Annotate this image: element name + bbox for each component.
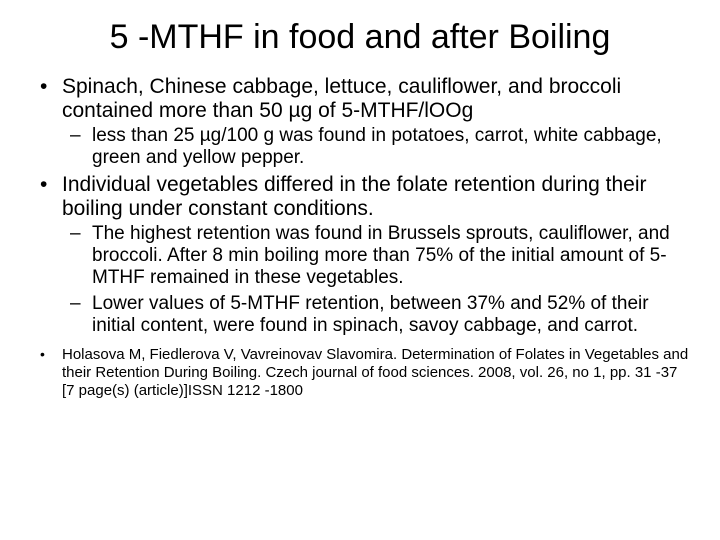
sub-bullet-list: The highest retention was found in Bruss… xyxy=(62,223,692,336)
sub-bullet-item: less than 25 µg/100 g was found in potat… xyxy=(92,125,692,169)
sub-bullet-text: Lower values of 5-MTHF retention, betwee… xyxy=(92,293,649,336)
bullet-item: Spinach, Chinese cabbage, lettuce, cauli… xyxy=(62,75,692,169)
slide-title: 5 -MTHF in food and after Boiling xyxy=(28,18,692,57)
sub-bullet-text: less than 25 µg/100 g was found in potat… xyxy=(92,125,662,168)
bullet-item: Individual vegetables differed in the fo… xyxy=(62,173,692,337)
bullet-text: Spinach, Chinese cabbage, lettuce, cauli… xyxy=(62,75,621,122)
sub-bullet-item: Lower values of 5-MTHF retention, betwee… xyxy=(92,293,692,337)
citation-text: Holasova M, Fiedlerova V, Vavreinovav Sl… xyxy=(62,346,688,399)
sub-bullet-item: The highest retention was found in Bruss… xyxy=(92,223,692,289)
bullet-list: Spinach, Chinese cabbage, lettuce, cauli… xyxy=(28,75,692,336)
citation-list: Holasova M, Fiedlerova V, Vavreinovav Sl… xyxy=(28,346,692,400)
sub-bullet-text: The highest retention was found in Bruss… xyxy=(92,223,670,288)
sub-bullet-list: less than 25 µg/100 g was found in potat… xyxy=(62,125,692,169)
bullet-text: Individual vegetables differed in the fo… xyxy=(62,173,647,220)
citation-item: Holasova M, Fiedlerova V, Vavreinovav Sl… xyxy=(62,346,692,400)
